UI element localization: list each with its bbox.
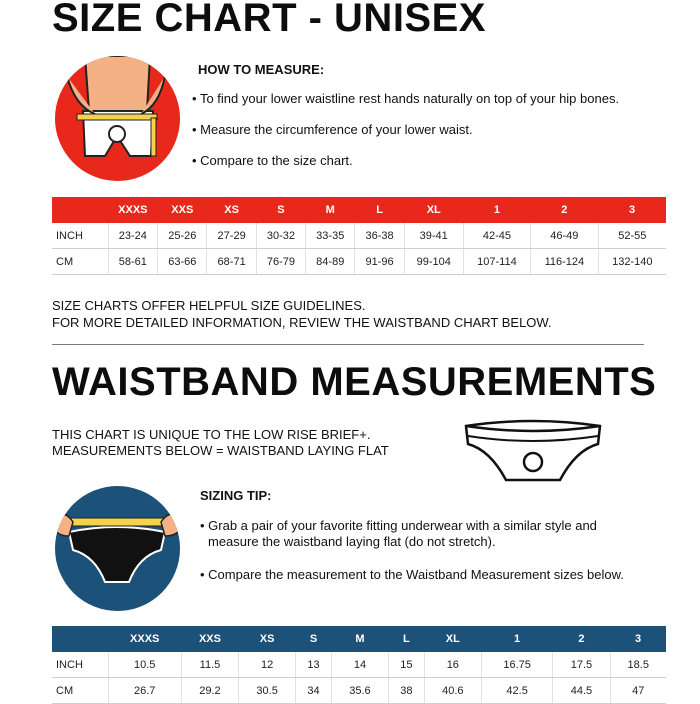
header-cell: XS xyxy=(206,197,257,223)
header-cell: S xyxy=(295,626,332,652)
header-cell: L xyxy=(388,626,425,652)
row-label: CM xyxy=(52,248,108,275)
waistband-intro-line-1: THIS CHART IS UNIQUE TO THE LOW RISE BRI… xyxy=(52,427,371,442)
header-cell: XL xyxy=(424,626,482,652)
table-cell: 84-89 xyxy=(305,248,355,275)
table-cell: 12 xyxy=(238,652,296,678)
table-cell: 52-55 xyxy=(597,223,666,249)
header-cell: 3 xyxy=(610,626,666,652)
table-cell: 42-45 xyxy=(462,223,531,249)
table-cell: 116-124 xyxy=(530,248,599,275)
table-cell: 17.5 xyxy=(552,652,610,678)
header-cell: XL xyxy=(404,197,464,223)
row-label: INCH xyxy=(52,223,108,249)
table-cell: 58-61 xyxy=(107,248,158,275)
header-cell: XXS xyxy=(157,197,207,223)
table-cell: 13 xyxy=(295,652,332,678)
table-cell: 18.5 xyxy=(609,652,666,678)
waistband-chart-table: XXXS XXS XS S M L XL 1 2 3 INCH 10.5 11.… xyxy=(52,626,666,704)
header-cell: XXS xyxy=(181,626,239,652)
table-cell: 23-24 xyxy=(107,223,158,249)
header-cell: 2 xyxy=(530,197,599,223)
how-to-measure-heading: HOW TO MEASURE: xyxy=(198,62,325,77)
table-cell: 30-32 xyxy=(255,223,306,249)
table-cell: 33-35 xyxy=(305,223,355,249)
table-cell: 132-140 xyxy=(597,248,666,275)
header-cell xyxy=(52,626,108,652)
table-cell: 25-26 xyxy=(157,223,207,249)
waistband-measure-icon xyxy=(55,513,180,583)
waistband-intro-line-2: MEASUREMENTS BELOW = WAISTBAND LAYING FL… xyxy=(52,443,389,458)
size-header-row: XXXS XXS XS S M L XL 1 2 3 xyxy=(52,197,666,223)
table-cell: 76-79 xyxy=(255,248,306,275)
header-cell: XXXS xyxy=(108,626,182,652)
table-cell: 99-104 xyxy=(403,248,464,275)
header-cell: M xyxy=(331,626,389,652)
header-cell: M xyxy=(305,197,355,223)
measure-bullet: • To find your lower waistline rest hand… xyxy=(192,91,620,106)
header-cell: 3 xyxy=(598,197,666,223)
waistband-measure-illustration xyxy=(55,486,180,611)
note-line-1: SIZE CHARTS OFFER HELPFUL SIZE GUIDELINE… xyxy=(52,298,366,313)
size-chart-table: XXXS XXS XS S M L XL 1 2 3 INCH 23-24 25… xyxy=(52,197,666,275)
waist-header-row: XXXS XXS XS S M L XL 1 2 3 xyxy=(52,626,666,652)
table-cell: 16 xyxy=(423,652,482,678)
table-cell: 68-71 xyxy=(206,248,257,275)
table-cell: 27-29 xyxy=(206,223,257,249)
header-cell: 1 xyxy=(481,626,553,652)
measure-bullet: • Measure the circumference of your lowe… xyxy=(192,122,473,137)
page-title: SIZE CHART - UNISEX xyxy=(52,0,486,40)
section-divider xyxy=(52,344,644,345)
table-cell: 16.75 xyxy=(480,652,553,678)
table-cell: 15 xyxy=(388,652,425,678)
header-cell: XXXS xyxy=(108,197,158,223)
waist-measure-icon xyxy=(66,56,166,157)
header-cell: L xyxy=(354,197,405,223)
table-cell: 14 xyxy=(330,652,389,678)
tip-bullet: • Compare the measurement to the Waistba… xyxy=(200,567,624,582)
header-cell: S xyxy=(256,197,306,223)
measure-bullet: • Compare to the size chart. xyxy=(192,153,353,168)
table-row: INCH 23-24 25-26 27-29 30-32 33-35 36-38… xyxy=(52,223,666,249)
header-cell: XS xyxy=(238,626,296,652)
waist-measure-illustration xyxy=(55,56,180,181)
table-cell: 11.5 xyxy=(180,652,239,678)
table-cell: 39-41 xyxy=(403,223,464,249)
brief-icon xyxy=(464,419,602,482)
table-cell: 91-96 xyxy=(354,248,405,275)
table-cell: 10.5 xyxy=(107,652,182,678)
table-cell: 107-114 xyxy=(462,248,531,275)
header-cell xyxy=(52,197,108,223)
table-row: CM 58-61 63-66 68-71 76-79 84-89 91-96 9… xyxy=(52,248,666,275)
table-row: INCH 10.5 11.5 12 13 14 15 16 16.75 17.5… xyxy=(52,652,666,678)
tip-bullet: • Grab a pair of your favorite fitting u… xyxy=(200,518,597,549)
note-line-2: FOR MORE DETAILED INFORMATION, REVIEW TH… xyxy=(52,315,552,330)
waistband-title: WAISTBAND MEASUREMENTS xyxy=(52,360,657,404)
table-cell: 46-49 xyxy=(530,223,599,249)
sizing-tip-heading: SIZING TIP: xyxy=(200,488,272,503)
row-label: INCH xyxy=(52,652,108,678)
header-cell: 2 xyxy=(552,626,610,652)
header-cell: 1 xyxy=(463,197,531,223)
table-cell: 36-38 xyxy=(354,223,405,249)
table-cell: 63-66 xyxy=(157,248,207,275)
